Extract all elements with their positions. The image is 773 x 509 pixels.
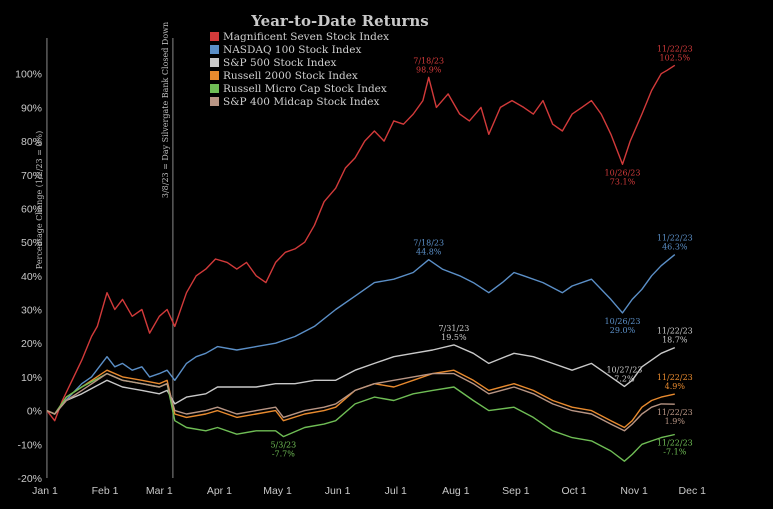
x-tick-label: Feb 1: [92, 485, 119, 497]
y-tick-label: 50%: [21, 237, 42, 249]
axes: -20% -10% 0% 10% 20% 30% 40% 50% 60% 70% 80% 90% 100…: [15, 69, 706, 497]
reference-line-label: Percentage Change (1/2/23 = 0%): [35, 131, 44, 269]
series-line-2: [46, 344, 676, 415]
annotation-value: 29.0%: [610, 326, 636, 335]
y-tick-label: 60%: [21, 203, 42, 215]
y-tick-label: 20%: [21, 338, 42, 350]
annotation-value: 98.9%: [416, 65, 442, 74]
annotation-value: 44.8%: [416, 248, 442, 257]
annotation-date: 11/22/23: [657, 439, 693, 448]
annotation-date: 7/18/23: [413, 239, 444, 248]
annotation-date: 10/27/23: [606, 365, 642, 374]
series-line-5: [46, 372, 675, 432]
x-tick-label: Apr 1: [207, 485, 232, 497]
annotation-date: 10/26/23: [605, 168, 641, 177]
y-tick-label: 10%: [21, 372, 42, 384]
annotation-value: 18.7%: [662, 336, 688, 345]
annotation-value: 4.9%: [665, 382, 686, 391]
y-tick-label: -10%: [17, 439, 42, 451]
annotations: 7/18/2398.9%10/26/2373.1%11/22/23102.5%7…: [270, 44, 692, 458]
y-tick-label: 80%: [21, 136, 42, 148]
annotation-value: 46.3%: [662, 243, 688, 252]
y-tick-label: 90%: [21, 102, 42, 114]
series-line-4: [46, 372, 675, 462]
annotation-value: 1.9%: [665, 417, 686, 426]
annotation-date: 10/26/23: [605, 317, 641, 326]
legend-swatch: [210, 84, 219, 93]
series-line-1: [46, 254, 676, 415]
legend-swatch: [210, 71, 219, 80]
x-tick-label: Sep 1: [502, 485, 530, 497]
annotation-value: 73.1%: [610, 177, 636, 186]
series-line-3: [46, 369, 675, 429]
legend-swatch: [210, 58, 219, 67]
annotation-date: 11/22/23: [657, 408, 693, 417]
annotation-date: 11/22/23: [657, 327, 693, 336]
annotation-value: 7.2%: [614, 374, 635, 383]
x-tick-label: Aug 1: [442, 485, 470, 497]
y-tick-label: -20%: [17, 473, 42, 485]
x-tick-label: Oct 1: [561, 485, 586, 497]
legend-swatch: [210, 45, 219, 54]
legend-label: Magnificent Seven Stock Index: [223, 31, 389, 43]
chart-title: Year-to-Date Returns: [250, 12, 428, 30]
annotation-value: 102.5%: [660, 53, 691, 62]
x-tick-label: May 1: [263, 485, 292, 497]
reference-lines: Percentage Change (1/2/23 = 0%) 3/8/23 = …: [35, 22, 174, 478]
legend-label: S&P 400 Midcap Stock Index: [223, 96, 380, 108]
annotation-date: 11/22/23: [657, 373, 693, 382]
y-tick-label: 100%: [15, 69, 42, 81]
y-tick-label: 40%: [21, 271, 42, 283]
x-tick-label: Jul 1: [385, 485, 407, 497]
annotation-date: 7/31/23: [438, 324, 469, 333]
legend-label: Russell 2000 Stock Index: [223, 70, 358, 82]
x-tick-label: Jun 1: [325, 485, 351, 497]
y-tick-label: 70%: [21, 170, 42, 182]
reference-line-label: 3/8/23 = Day Silvergate Bank Closed Down: [161, 22, 170, 198]
annotation-value: -7.1%: [663, 448, 686, 457]
x-tick-label: Jan 1: [32, 485, 58, 497]
annotation-date: 5/3/23: [270, 441, 296, 450]
x-tick-label: Mar 1: [146, 485, 173, 497]
y-tick-label: 30%: [21, 305, 42, 317]
series-group: [46, 64, 676, 462]
y-tick-label: 0%: [27, 406, 42, 418]
annotation-date: 11/22/23: [657, 44, 693, 53]
annotation-value: 19.5%: [441, 333, 467, 342]
annotation-value: -7.7%: [272, 450, 295, 459]
legend-swatch: [210, 32, 219, 41]
x-tick-label: Dec 1: [679, 485, 707, 497]
legend-label: NASDAQ 100 Stock Index: [223, 44, 361, 56]
legend-label: Russell Micro Cap Stock Index: [223, 83, 387, 95]
annotation-date: 11/22/23: [657, 234, 693, 243]
legend-swatch: [210, 97, 219, 106]
x-tick-label: Nov 1: [620, 485, 648, 497]
legend-label: S&P 500 Stock Index: [223, 57, 336, 69]
annotation-date: 7/18/23: [413, 56, 444, 65]
series-line-0: [46, 64, 676, 422]
